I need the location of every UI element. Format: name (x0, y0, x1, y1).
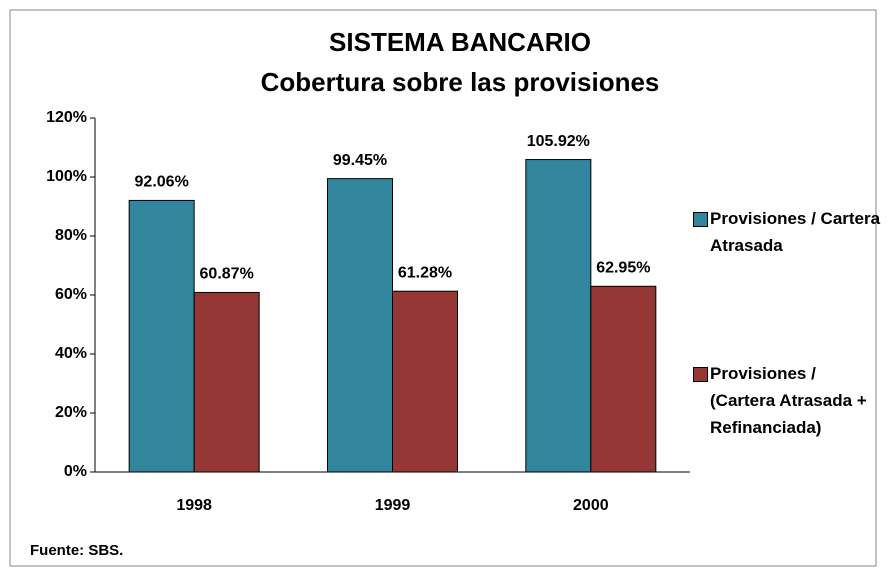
legend-label: Provisiones / Cartera Atrasada (710, 209, 881, 255)
value-label: 62.95% (596, 260, 650, 277)
y-tick-label: 80% (55, 227, 87, 244)
y-tick-label: 100% (46, 168, 87, 185)
y-tick-label: 40% (55, 345, 87, 362)
bar (525, 159, 592, 473)
y-tick-label: 0% (64, 463, 87, 480)
y-tick-label: 60% (55, 286, 87, 303)
bar (128, 199, 195, 473)
value-label: 99.45% (333, 152, 387, 169)
value-label: 61.28% (398, 264, 452, 281)
legend-swatch (693, 367, 708, 382)
y-tick-label: 20% (55, 404, 87, 421)
legend-swatch (693, 212, 708, 227)
bar (392, 290, 458, 473)
bar (327, 178, 393, 473)
source: Fuente: SBS. (30, 542, 123, 559)
value-label: 60.87% (200, 266, 254, 283)
chart-subtitle: Cobertura sobre las provisiones (261, 67, 660, 97)
x-tick-label: 1998 (176, 497, 212, 514)
bar (590, 285, 657, 473)
y-tick-label: 120% (46, 109, 87, 126)
value-label: 105.92% (527, 133, 590, 150)
value-label: 92.06% (135, 174, 189, 191)
x-tick-label: 1999 (375, 497, 411, 514)
chart-title: SISTEMA BANCARIO (329, 27, 591, 57)
bar (193, 291, 260, 473)
legend-label: Provisiones / (Cartera Atrasada + Refina… (710, 364, 867, 437)
x-tick-label: 2000 (573, 497, 609, 514)
